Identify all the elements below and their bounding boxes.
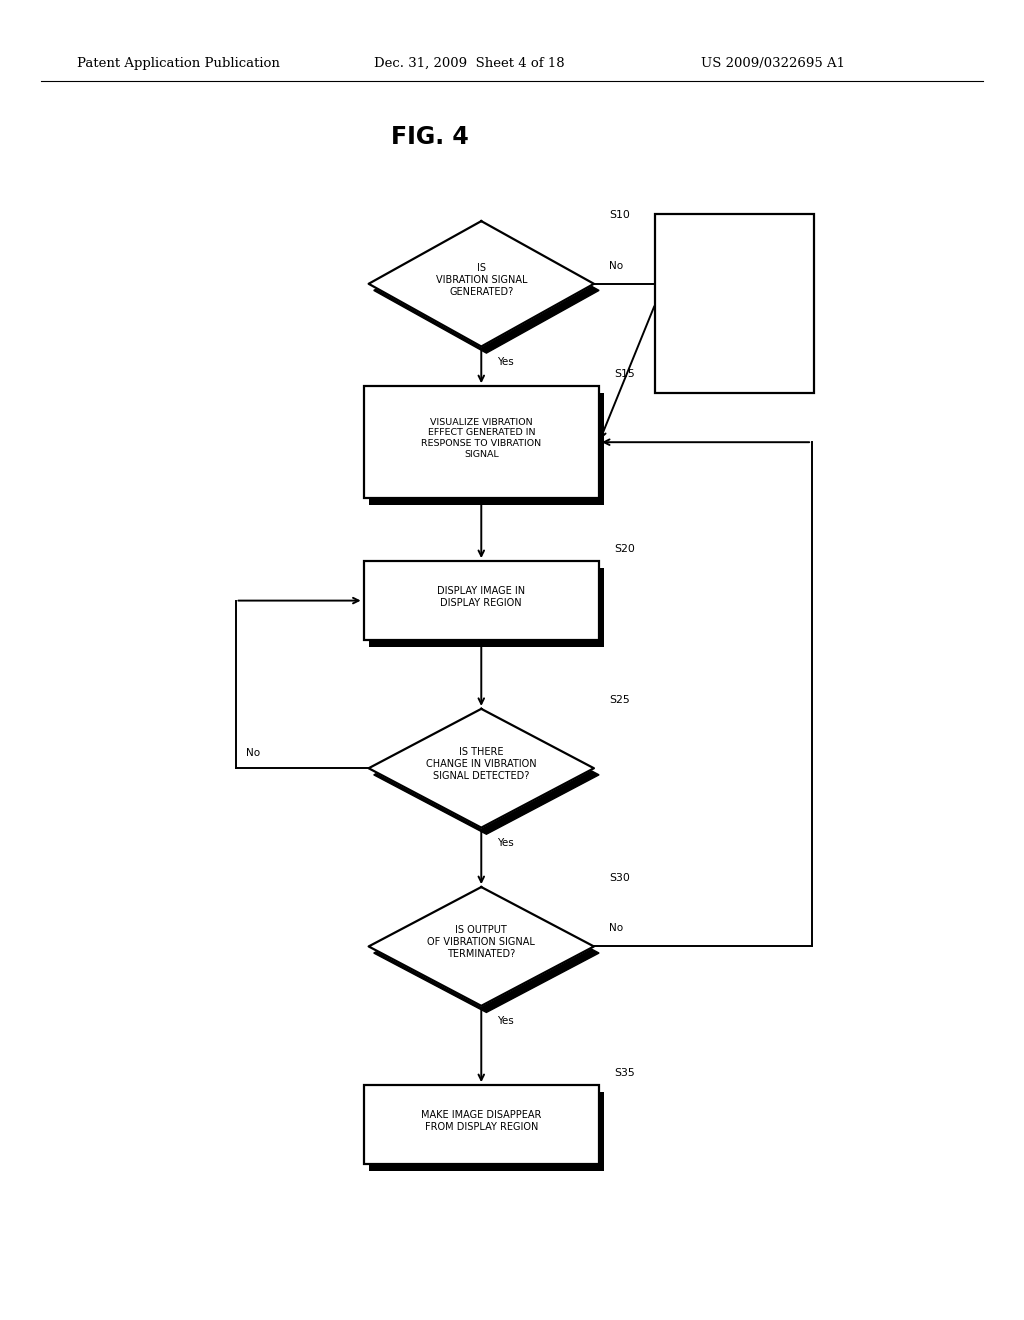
Bar: [369, 393, 604, 504]
Bar: [369, 1092, 604, 1171]
Text: IS OUTPUT
OF VIBRATION SIGNAL
TERMINATED?: IS OUTPUT OF VIBRATION SIGNAL TERMINATED…: [427, 925, 536, 960]
Polygon shape: [374, 227, 599, 352]
Bar: [364, 385, 599, 498]
Text: S10: S10: [609, 210, 630, 220]
Text: Yes: Yes: [497, 1016, 513, 1027]
Polygon shape: [374, 715, 599, 834]
Text: DISPLAY IMAGE IN
DISPLAY REGION: DISPLAY IMAGE IN DISPLAY REGION: [437, 586, 525, 607]
Text: S25: S25: [609, 694, 630, 705]
Bar: [364, 561, 599, 640]
Text: US 2009/0322695 A1: US 2009/0322695 A1: [701, 57, 846, 70]
Polygon shape: [374, 894, 599, 1012]
Text: IS
VIBRATION SIGNAL
GENERATED?: IS VIBRATION SIGNAL GENERATED?: [435, 263, 527, 297]
Text: Yes: Yes: [497, 356, 513, 367]
Text: No: No: [609, 260, 624, 271]
Text: IS THERE
CHANGE IN VIBRATION
SIGNAL DETECTED?: IS THERE CHANGE IN VIBRATION SIGNAL DETE…: [426, 747, 537, 781]
Text: Yes: Yes: [497, 838, 513, 849]
Text: S30: S30: [609, 873, 630, 883]
Text: No: No: [246, 747, 260, 758]
Text: No: No: [609, 923, 624, 933]
Text: S35: S35: [614, 1068, 635, 1078]
Text: S20: S20: [614, 544, 635, 554]
Polygon shape: [369, 709, 594, 828]
Polygon shape: [369, 887, 594, 1006]
Text: Patent Application Publication: Patent Application Publication: [77, 57, 280, 70]
Polygon shape: [369, 220, 594, 346]
Text: Dec. 31, 2009  Sheet 4 of 18: Dec. 31, 2009 Sheet 4 of 18: [374, 57, 564, 70]
Text: FIG. 4: FIG. 4: [391, 125, 469, 149]
Text: VISUALIZE VIBRATION
EFFECT GENERATED IN
RESPONSE TO VIBRATION
SIGNAL: VISUALIZE VIBRATION EFFECT GENERATED IN …: [421, 417, 542, 459]
Bar: [655, 214, 814, 393]
Bar: [364, 1085, 599, 1164]
Text: S15: S15: [614, 368, 635, 379]
Text: MAKE IMAGE DISAPPEAR
FROM DISPLAY REGION: MAKE IMAGE DISAPPEAR FROM DISPLAY REGION: [421, 1110, 542, 1131]
Bar: [369, 568, 604, 647]
